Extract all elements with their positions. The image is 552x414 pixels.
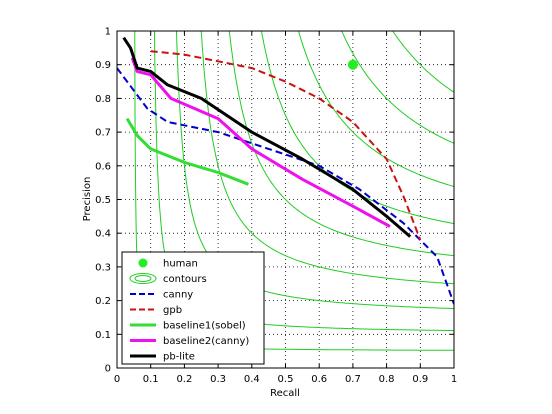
f-contour [392, 31, 454, 93]
x-tick-label: 0.4 [244, 374, 260, 385]
f-contour [297, 31, 454, 187]
x-tick-label: 0.5 [278, 374, 294, 385]
y-ticks: 0 0.1 0.2 0.3 0.4 0.5 0.6 0.7 0.8 0.9 1 [95, 27, 454, 375]
human-marker [347, 59, 358, 70]
y-tick-label: 1 [105, 27, 111, 38]
y-tick-label: 0.1 [95, 330, 111, 341]
human-point [347, 59, 358, 70]
legend-label: human [163, 259, 198, 270]
x-ticks: 0 0.1 0.2 0.3 0.4 0.5 0.6 0.7 0.8 0.9 1 [114, 31, 457, 385]
legend-marker-human [138, 258, 148, 268]
x-tick-label: 0.7 [345, 374, 361, 385]
series-line-pb-lite [122, 36, 412, 238]
x-tick-label: 0.1 [143, 374, 159, 385]
legend-marker-contours-inner [134, 275, 152, 282]
legend: human contours canny gpb baseline1(sobel) bas… [121, 251, 265, 365]
legend-box [121, 251, 265, 365]
x-tick-label: 0.2 [176, 374, 192, 385]
y-tick-label: 0.5 [95, 195, 111, 206]
series-line-baseline1-sobel- [125, 117, 249, 186]
legend-label: baseline2(canny) [163, 336, 249, 347]
series-lines [117, 36, 454, 305]
x-tick-label: 0 [114, 374, 120, 385]
f-contour [228, 31, 454, 257]
y-axis-label: Precision [82, 177, 93, 222]
legend-label: contours [163, 274, 207, 285]
x-tick-label: 0.3 [210, 374, 226, 385]
f-contour [175, 31, 454, 309]
series-line-canny [117, 67, 454, 305]
y-tick-label: 0 [105, 364, 111, 375]
x-axis-label: Recall [270, 388, 300, 399]
legend-label: pb-lite [163, 352, 195, 363]
f-contour [341, 31, 454, 144]
series-line-baseline2-canny- [130, 57, 391, 228]
legend-label: baseline1(sobel) [163, 321, 246, 332]
y-tick-label: 0.9 [95, 60, 111, 71]
y-tick-label: 0.6 [95, 161, 111, 172]
x-tick-label: 0.9 [412, 374, 428, 385]
f-contour [200, 31, 454, 285]
x-tick-label: 0.8 [379, 374, 395, 385]
y-tick-label: 0.4 [95, 229, 111, 240]
x-tick-label: 1 [451, 374, 457, 385]
y-tick-label: 0.8 [95, 94, 111, 105]
x-tick-label: 0.6 [311, 374, 327, 385]
series-line-gpb [150, 50, 422, 241]
legend-label: canny [163, 290, 193, 301]
y-tick-label: 0.7 [95, 128, 111, 139]
y-tick-label: 0.3 [95, 262, 111, 273]
y-tick-label: 0.2 [95, 296, 111, 307]
legend-label: gpb [163, 305, 182, 316]
legend-marker-contours [129, 273, 157, 284]
